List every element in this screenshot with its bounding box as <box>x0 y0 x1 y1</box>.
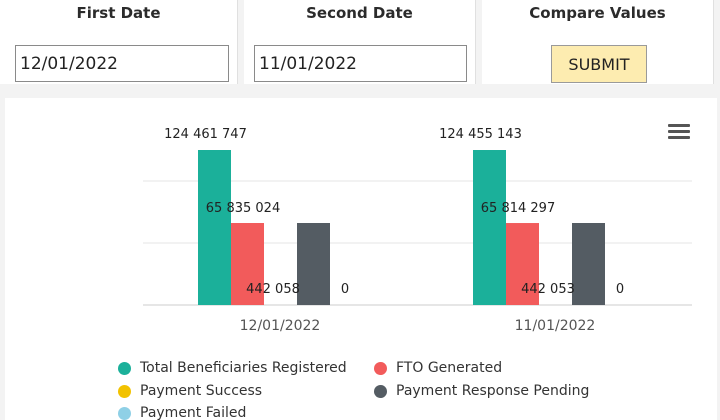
compare-values-label: Compare Values <box>529 4 666 22</box>
second-date-label: Second Date <box>306 4 413 22</box>
legend-item[interactable]: Payment Response Pending <box>374 383 589 399</box>
legend-label: Total Beneficiaries Registered <box>140 360 347 376</box>
submit-button[interactable]: SUBMIT <box>551 45 647 83</box>
menu-line <box>668 124 690 127</box>
first-date-panel: First Date <box>0 0 238 84</box>
first-date-label: First Date <box>76 4 161 22</box>
first-date-input[interactable] <box>15 45 229 82</box>
legend-marker <box>374 361 387 375</box>
bar-payment-response-pending <box>572 223 605 305</box>
bar-payment-response-pending <box>297 223 330 305</box>
hamburger-menu-icon[interactable] <box>668 124 690 140</box>
bar-total-beneficiaries-registered <box>473 150 506 305</box>
second-date-panel: Second Date <box>244 0 476 84</box>
legend-item[interactable]: Payment Failed <box>118 405 246 420</box>
legend-item[interactable]: FTO Generated <box>374 360 502 376</box>
legend-marker <box>118 384 131 398</box>
category-label: 11/01/2022 <box>515 318 596 334</box>
data-label: 442 058 <box>246 282 300 297</box>
category-label: 12/01/2022 <box>240 318 321 334</box>
legend-label: Payment Success <box>140 383 263 399</box>
legend-label: Payment Failed <box>140 405 247 420</box>
bar-fto-generated <box>231 223 264 305</box>
data-label: 65 835 024 <box>206 201 280 216</box>
bar-fto-generated <box>506 223 539 305</box>
data-label: 65 814 297 <box>481 201 555 216</box>
bar-total-beneficiaries-registered <box>198 150 231 305</box>
legend-item[interactable]: Payment Success <box>118 383 262 399</box>
data-label: 124 461 747 <box>164 127 247 142</box>
menu-line <box>668 136 690 139</box>
compare-panel: Compare Values SUBMIT <box>482 0 714 84</box>
data-label: 0 <box>616 282 624 297</box>
second-date-input[interactable] <box>254 45 467 82</box>
data-label: 0 <box>341 282 349 297</box>
legend-item[interactable]: Total Beneficiaries Registered <box>118 360 347 376</box>
legend-marker <box>118 361 131 375</box>
legend-marker <box>374 384 387 398</box>
legend-label: Payment Response Pending <box>396 383 590 399</box>
bar-chart: 124 461 747 65 835 024 442 058 0 12/01/2022 1… <box>143 127 692 334</box>
data-label: 124 455 143 <box>439 127 522 142</box>
menu-line <box>668 130 690 133</box>
data-label: 442 053 <box>521 282 575 297</box>
legend-marker <box>118 406 131 420</box>
legend-label: FTO Generated <box>396 360 503 376</box>
